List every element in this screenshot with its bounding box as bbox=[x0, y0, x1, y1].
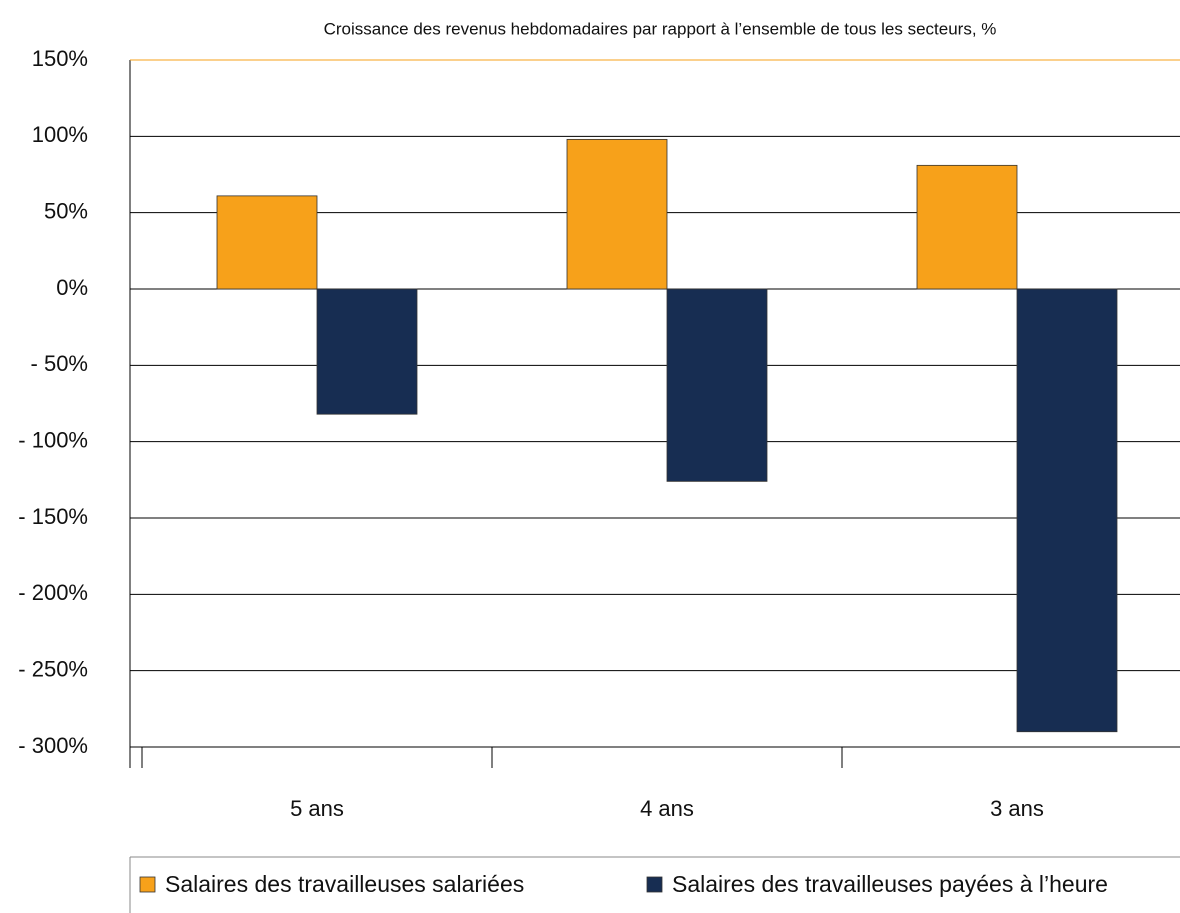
bar bbox=[316, 288, 418, 415]
y-tick-label: - 300% bbox=[18, 733, 88, 758]
legend-label: Salaires des travailleuses salariées bbox=[165, 871, 524, 897]
legend-label: Salaires des travailleuses payées à l’he… bbox=[672, 871, 1108, 897]
bar bbox=[916, 164, 1018, 290]
y-tick-label: - 50% bbox=[31, 351, 88, 376]
y-tick-label: - 150% bbox=[18, 504, 88, 529]
y-tick-label: 0% bbox=[56, 275, 88, 300]
x-tick-label: 4 ans bbox=[640, 796, 694, 821]
bar bbox=[1016, 288, 1118, 733]
bar bbox=[216, 195, 318, 290]
chart-title: Croissance des revenus hebdomadaires par… bbox=[324, 19, 997, 38]
y-tick-label: 50% bbox=[44, 198, 88, 223]
y-tick-label: - 250% bbox=[18, 656, 88, 681]
y-tick-label: 100% bbox=[32, 122, 88, 147]
y-tick-label: 150% bbox=[32, 46, 88, 71]
x-tick-label: 3 ans bbox=[990, 796, 1044, 821]
y-tick-label: - 200% bbox=[18, 580, 88, 605]
bar bbox=[566, 138, 668, 290]
bar bbox=[666, 288, 768, 482]
y-tick-label: - 100% bbox=[18, 427, 88, 452]
legend-swatch bbox=[139, 876, 156, 893]
x-tick-label: 5 ans bbox=[290, 796, 344, 821]
legend-swatch bbox=[646, 876, 663, 893]
